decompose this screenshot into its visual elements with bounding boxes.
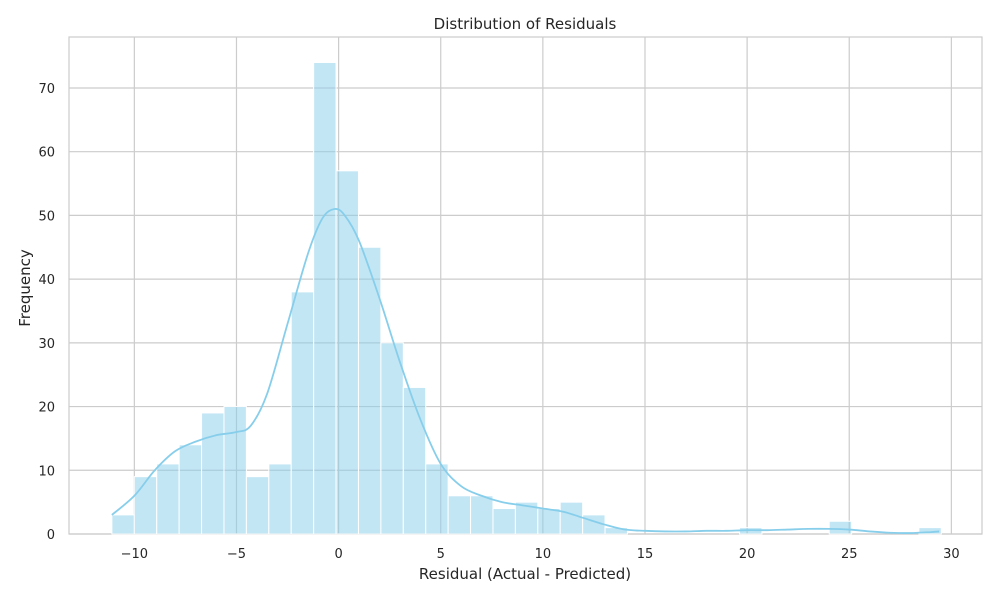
y-tick-label: 60 bbox=[38, 146, 55, 161]
histogram-bar bbox=[133, 476, 158, 535]
y-tick-label: 70 bbox=[38, 82, 55, 97]
x-tick-label: −10 bbox=[121, 547, 148, 562]
x-tick-label: 30 bbox=[943, 547, 960, 562]
histogram-bar bbox=[313, 61, 337, 535]
histogram-bar bbox=[290, 291, 315, 535]
y-tick-label: 40 bbox=[38, 273, 55, 288]
y-axis-label: Frequency bbox=[16, 249, 34, 327]
y-tick-label: 0 bbox=[47, 528, 55, 543]
histogram-bar bbox=[178, 444, 203, 535]
histogram-bar bbox=[537, 508, 561, 535]
histogram-bar bbox=[425, 463, 449, 535]
histogram-bar bbox=[918, 527, 942, 535]
histogram-bar bbox=[447, 495, 472, 535]
x-tick-label: 0 bbox=[334, 547, 342, 562]
x-tick-label: 25 bbox=[841, 547, 858, 562]
histogram-bar bbox=[470, 495, 494, 535]
histogram-bar bbox=[492, 508, 516, 535]
kde-curve bbox=[111, 208, 940, 534]
y-tick-label: 50 bbox=[38, 209, 55, 224]
x-tick-label: 10 bbox=[535, 547, 552, 562]
y-tick-label: 10 bbox=[38, 464, 55, 479]
x-tick-label: −5 bbox=[227, 547, 246, 562]
histogram-bar bbox=[111, 514, 135, 535]
histogram-bar bbox=[268, 463, 292, 535]
x-tick-labels: −10 −5 0 5 10 15 20 25 30 bbox=[121, 547, 960, 562]
histogram-bar bbox=[380, 342, 404, 535]
histogram-bar bbox=[156, 463, 180, 535]
x-tick-label: 15 bbox=[637, 547, 654, 562]
histogram-bars bbox=[111, 61, 942, 535]
histogram-bar bbox=[559, 501, 584, 535]
y-tick-labels: 0 10 20 30 40 50 60 70 bbox=[38, 82, 55, 543]
x-tick-label: 5 bbox=[437, 547, 445, 562]
histogram-bar bbox=[335, 170, 359, 535]
histogram-bar bbox=[245, 476, 270, 535]
x-axis-label: Residual (Actual - Predicted) bbox=[419, 565, 631, 583]
y-tick-label: 20 bbox=[38, 401, 55, 416]
x-tick-label: 20 bbox=[739, 547, 756, 562]
histogram-bar bbox=[828, 520, 853, 535]
histogram-bar bbox=[201, 412, 225, 535]
y-tick-label: 30 bbox=[38, 337, 55, 352]
kde-curve-group bbox=[111, 208, 940, 534]
histogram-bar bbox=[223, 406, 247, 535]
histogram-bar bbox=[402, 386, 427, 535]
chart-title: Distribution of Residuals bbox=[434, 15, 617, 33]
